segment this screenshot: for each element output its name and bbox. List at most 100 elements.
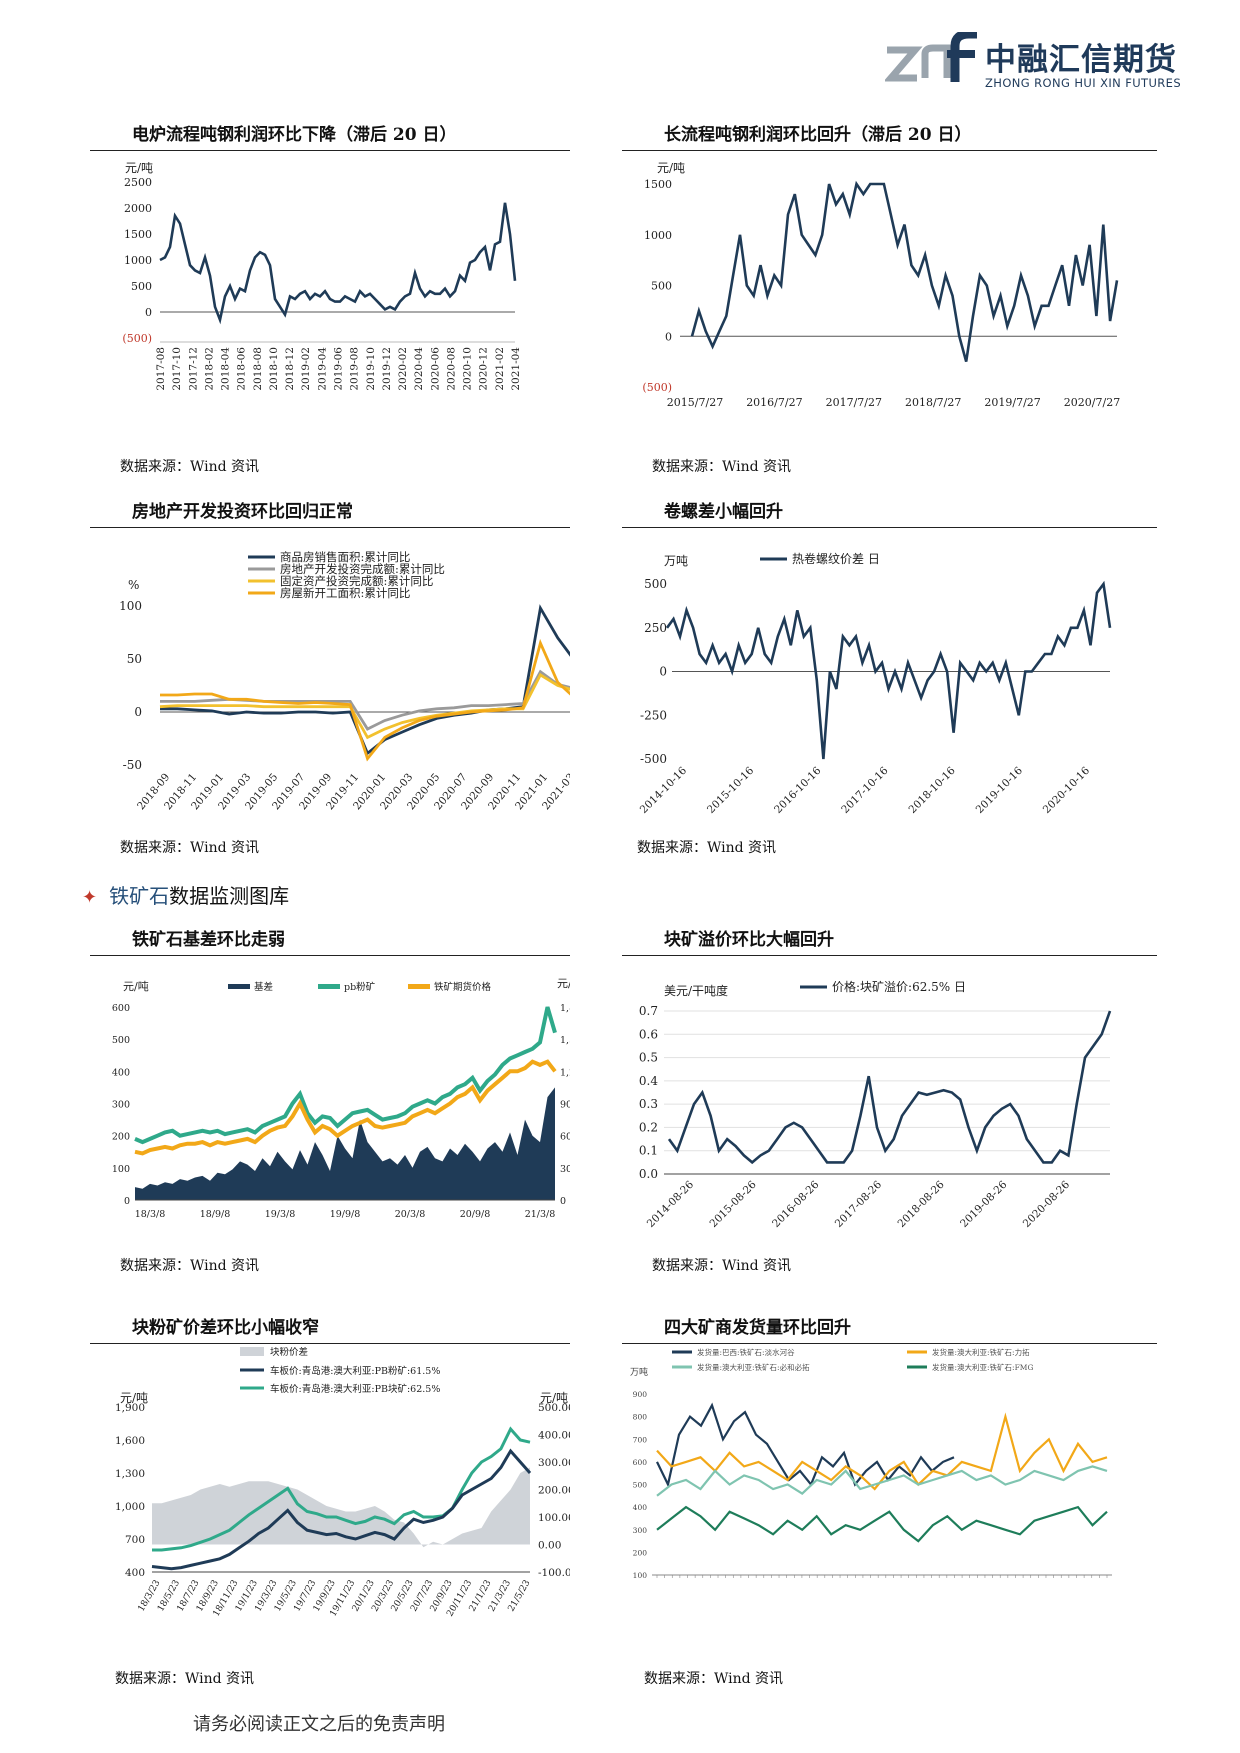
x-tick-label: 2019-08-26 — [958, 1178, 1010, 1230]
chart-real-estate: 商品房销售面积:累计同比房地产开发投资完成额:累计同比固定资产投资完成额:累计同… — [119, 550, 570, 812]
data-source: 数据来源：Wind 资讯 — [120, 840, 260, 856]
x-tick-label: 19/3/8 — [265, 1209, 296, 1220]
y2-tick-label: 0 — [560, 1196, 566, 1207]
y-tick-label: 300 — [112, 1100, 130, 1111]
y2-tick-label: 600 — [560, 1132, 570, 1143]
y-tick-label: 0 — [145, 306, 152, 319]
legend-label: 房地产开发投资完成额:累计同比 — [280, 562, 445, 576]
series-line-1 — [134, 1006, 557, 1145]
series-line-2 — [159, 672, 570, 740]
x-tick-label: 2020-10-16 — [1041, 764, 1093, 816]
y-tick-label: 500 — [112, 1035, 130, 1046]
logo-english-name: ZHONG RONG HUI XIN FUTURES — [985, 76, 1182, 90]
y-tick-label: 0.1 — [639, 1144, 658, 1158]
x-tick-label: 2020-02 — [397, 347, 409, 391]
y-tick-label: 600 — [112, 1003, 130, 1014]
x-tick-label: 2021-02 — [494, 347, 506, 391]
x-tick-label: 2017-08 — [155, 347, 167, 391]
y-tick-label: -50 — [123, 758, 142, 772]
x-tick-label: 2020/7/27 — [1064, 396, 1120, 409]
x-tick-label: 2018-08-26 — [895, 1178, 947, 1230]
series-line-2 — [152, 1426, 531, 1552]
section-title-part1: 铁矿石 — [109, 884, 170, 908]
y-tick-label: -500 — [640, 752, 667, 766]
legend-label: 商品房销售面积:累计同比 — [280, 550, 410, 564]
y-tick-label: 600 — [633, 1458, 648, 1467]
y-tick-label: 0.6 — [639, 1027, 658, 1041]
chart-bf-profit: 元/吨 1500 1000 500 0 (500) 2015/7/27 2016/7/27 20… — [642, 162, 1120, 409]
x-tick-label: 2020-08-26 — [1021, 1178, 1073, 1230]
title-rule — [622, 527, 1157, 528]
x-tick-label: 2016-10-16 — [772, 764, 824, 816]
x-tick-label: 2019/7/27 — [984, 396, 1040, 409]
legend-label: 发货量:巴西:铁矿石:淡水河谷 — [697, 1347, 795, 1357]
legend-label: 块粉价差 — [270, 1347, 308, 1358]
y-tick-label: 200 — [633, 1548, 648, 1557]
y-unit-label: 元/吨 — [125, 162, 153, 175]
title-rule — [90, 955, 570, 956]
x-tick-label: 2017/7/27 — [826, 396, 882, 409]
x-tick-label: 2015-10-16 — [705, 764, 757, 816]
x-tick-label: 2019-12 — [381, 347, 393, 391]
legend-swatch — [228, 984, 250, 989]
x-tick-label: 2016/7/27 — [746, 396, 802, 409]
y-tick-label: 2000 — [124, 202, 152, 215]
x-tick-label: 20/3/8 — [395, 1209, 426, 1220]
y-tick-label: 500 — [633, 1481, 648, 1490]
x-tick-label: 2018-10 — [268, 347, 280, 391]
series-line-1 — [151, 1448, 532, 1571]
title-rule — [90, 1343, 570, 1344]
x-tick-label: 2017-12 — [187, 347, 199, 391]
y-tick-label: 700 — [633, 1435, 648, 1444]
panel-real-estate: 房地产开发投资环比回归正常 商品房销售面积:累计同比 房地产开发投资完成额:累计同… — [90, 497, 570, 867]
panel-hrc-rebar-spread: 卷螺差小幅回升 热卷螺纹价差 日 万吨 500 250 0 -250 -500 2014-10… — [622, 497, 1157, 867]
chart-lump-premium: 美元/干吨度 价格:块矿溢价:62.5% 日 0.7 0.6 0.5 0.4 0.3 0.2 0… — [639, 979, 1112, 1230]
legend-swatch — [240, 1347, 264, 1356]
y2-tick-label: 100.00 — [538, 1512, 570, 1524]
company-logo: 中融汇信期货 ZHONG RONG HUI XIN FUTURES — [885, 28, 1185, 93]
title-rule — [90, 527, 570, 528]
legend-label: 房屋新开工面积:累计同比 — [280, 586, 410, 600]
legend-label: 发货量:澳大利亚:铁矿石:必和必拓 — [697, 1362, 810, 1372]
y-tick-label: 1,300 — [115, 1468, 145, 1480]
legend-swatch — [408, 984, 430, 989]
y2-tick-label: -100.00 — [538, 1567, 570, 1579]
y-tick-label: 0 — [665, 330, 672, 343]
y-unit-label: 美元/干吨度 — [664, 983, 728, 998]
data-source: 数据来源：Wind 资讯 — [115, 1671, 255, 1687]
y-tick-label: 100 — [112, 1164, 130, 1175]
legend-label: pb粉矿 — [344, 981, 376, 993]
panel-miner-shipments: 四大矿商发货量环比回升 发货量:巴西:铁矿石:淡水河谷 发货量:澳大利亚:铁矿石:… — [622, 1313, 1157, 1698]
x-tick-label: 2019-10 — [365, 347, 377, 391]
legend-label: 热卷螺纹价差 日 — [792, 551, 880, 566]
y2-tick-label: 1,200 — [560, 1067, 570, 1078]
y-tick-label: 1000 — [644, 229, 672, 242]
y2-tick-label: 300 — [560, 1164, 570, 1175]
x-tick-label: 2018-04 — [220, 347, 232, 391]
x-tick-label: 2018-08 — [252, 347, 264, 391]
x-tick-label: 2017-10-16 — [839, 764, 891, 816]
x-tick-label: 2020-04 — [413, 347, 425, 391]
y-unit-label: 元/吨 — [123, 980, 149, 993]
x-tick-label: 21/3/8 — [525, 1209, 556, 1220]
x-tick-label: 2018-12 — [284, 347, 296, 391]
x-tick-label: 2018-02 — [203, 347, 215, 391]
x-tick-label: 20/9/8 — [460, 1209, 491, 1220]
x-tick-label: 2018/7/27 — [905, 396, 961, 409]
znf-logo-mark-icon — [885, 32, 977, 82]
y-tick-label: (500) — [122, 332, 152, 345]
y-tick-label: -250 — [640, 708, 667, 722]
y2-tick-label: 400.00 — [538, 1430, 570, 1442]
panel-title: 长流程吨钢利润环比回升（滞后 20 日） — [664, 125, 972, 145]
x-tick-label: 2017-10 — [171, 347, 183, 391]
chart-miner-shipments: 发货量:巴西:铁矿石:淡水河谷 发货量:澳大利亚:铁矿石:力拓发货量:澳大利亚:铁… — [630, 1347, 1112, 1580]
title-rule — [622, 1343, 1157, 1344]
y2-tick-label: 200.00 — [538, 1485, 570, 1497]
series-line-spread — [665, 580, 1112, 760]
y2-tick-label: 500.00 — [538, 1402, 570, 1414]
y-unit-label: 元/吨 — [657, 162, 685, 175]
y2-tick-label: 300.00 — [538, 1457, 570, 1469]
x-tick-label: 2016-08-26 — [770, 1178, 822, 1230]
